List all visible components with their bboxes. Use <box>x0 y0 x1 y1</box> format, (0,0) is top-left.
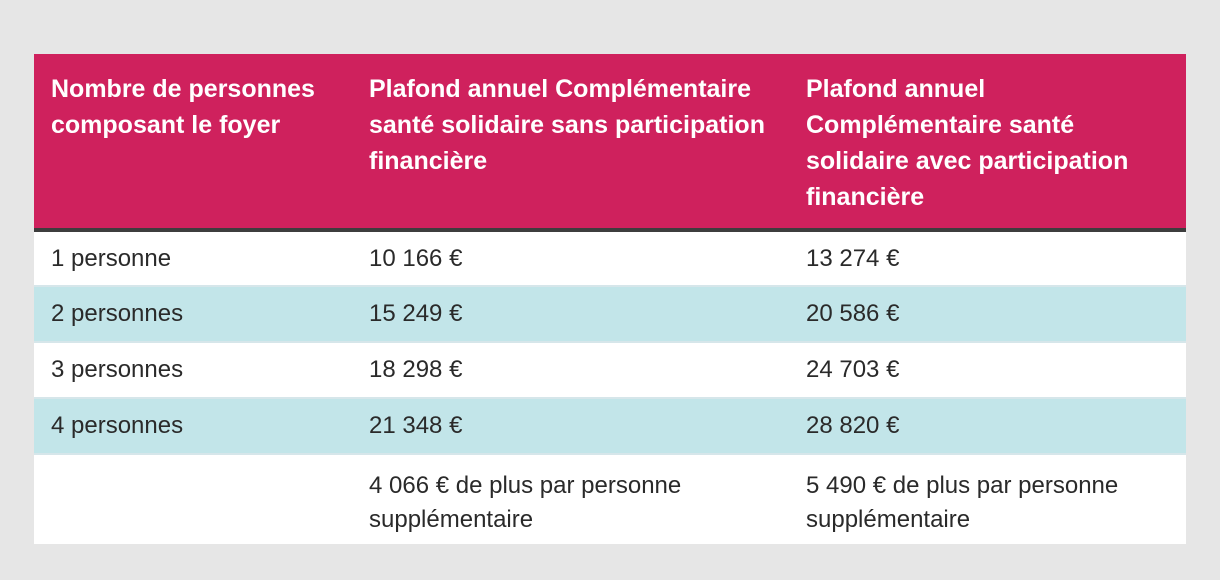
cell-ceiling-with-contribution: 20 586 € <box>789 285 1186 343</box>
table-row-additional-person: 4 066 € de plus par personne supplémenta… <box>34 454 1186 544</box>
header-household-size: Nombre de personnes composant le foyer <box>34 54 352 232</box>
cell-ceiling-without-contribution: 10 166 € <box>369 244 463 272</box>
cell-ceiling-with-contribution: 13 274 € <box>806 244 900 272</box>
cell-ceiling-without-contribution: 15 249 € <box>352 285 789 343</box>
cell-household-size: 1 personne <box>51 244 172 272</box>
cell-extra-per-person-without-contribution: 4 066 € de plus par personne supplémenta… <box>369 472 682 533</box>
cell-ceiling-without-contribution: 21 348 € <box>352 397 789 455</box>
header-ceiling-with-contribution: Plafond annuel Complémentaire santé soli… <box>789 54 1186 232</box>
income-ceiling-table-container: Nombre de personnes composant le foyer P… <box>34 54 1186 544</box>
cell-household-size: 3 personnes <box>51 356 184 383</box>
cell-household-size: 2 personnes <box>34 285 352 343</box>
table-row: 4 personnes 21 348 € 28 820 € <box>34 397 1186 455</box>
cell-ceiling-without-contribution: 18 298 € <box>369 356 463 383</box>
table-row: 1 personne 10 166 € 13 274 € <box>34 230 1186 286</box>
income-ceiling-table: Nombre de personnes composant le foyer P… <box>34 54 1186 544</box>
table-header-row: Nombre de personnes composant le foyer P… <box>34 54 1186 232</box>
table-row: 3 personnes 18 298 € 24 703 € <box>34 342 1186 398</box>
cell-household-size <box>34 454 352 544</box>
cell-ceiling-with-contribution: 24 703 € <box>806 356 900 383</box>
table-row: 2 personnes 15 249 € 20 586 € <box>34 285 1186 343</box>
cell-extra-per-person-with-contribution: 5 490 € de plus par personne supplémenta… <box>806 472 1119 533</box>
table-body: 1 personne 10 166 € 13 274 € 2 personnes… <box>34 230 1186 544</box>
cell-ceiling-with-contribution: 28 820 € <box>789 397 1186 455</box>
header-ceiling-without-contribution: Plafond annuel Complémentaire santé soli… <box>352 54 789 232</box>
table-header: Nombre de personnes composant le foyer P… <box>34 54 1186 232</box>
cell-household-size: 4 personnes <box>34 397 352 455</box>
